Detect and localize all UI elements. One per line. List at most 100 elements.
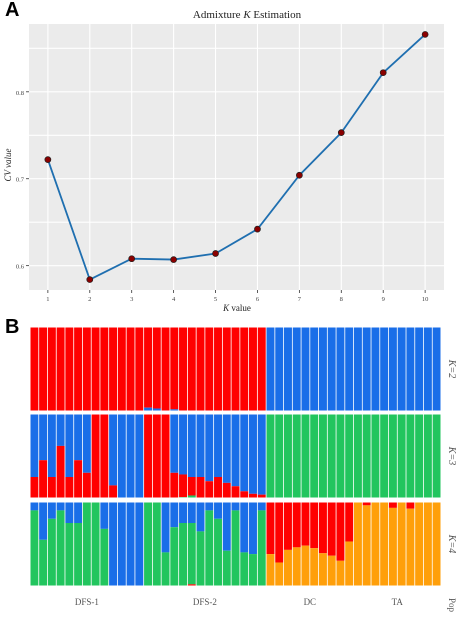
ancestry-segment	[257, 494, 267, 498]
ancestry-segment	[178, 502, 188, 523]
ancestry-segment	[301, 545, 311, 586]
ancestry-segment	[406, 502, 416, 509]
row-separator	[30, 411, 441, 414]
ancestry-segment	[82, 327, 92, 411]
ancestry-segment	[30, 510, 40, 586]
ancestry-segment	[73, 414, 83, 461]
ancestry-segment	[414, 327, 424, 411]
k-label: K=4	[446, 534, 457, 553]
ancestry-segment	[169, 502, 179, 528]
ancestry-segment	[371, 414, 381, 498]
ancestry-segment	[204, 481, 214, 498]
ancestry-segment	[82, 414, 92, 473]
panel-a-letter: A	[5, 0, 20, 21]
ancestry-segment	[169, 414, 179, 473]
ancestry-segment	[38, 460, 48, 498]
ancestry-segment	[99, 528, 110, 586]
ancestry-segment	[239, 502, 249, 553]
data-point	[128, 255, 136, 263]
ancestry-segment	[336, 502, 346, 561]
ancestry-segment	[301, 414, 311, 498]
ancestry-segment	[274, 502, 284, 563]
ancestry-segment	[161, 502, 171, 553]
ancestry-segment	[239, 414, 249, 492]
ancestry-segment	[56, 327, 66, 411]
ancestry-segment	[196, 477, 206, 498]
ancestry-segment	[204, 414, 214, 482]
ancestry-segment	[73, 460, 83, 498]
ancestry-segment	[406, 414, 416, 498]
ancestry-segment	[213, 327, 223, 411]
ancestry-segment	[266, 502, 276, 555]
ancestry-segment	[152, 408, 162, 411]
ancestry-segment	[178, 523, 188, 586]
ancestry-segment	[231, 502, 241, 511]
ancestry-segment	[274, 562, 284, 586]
x-tick-label: 3	[130, 296, 133, 303]
ancestry-segment	[126, 502, 136, 586]
ancestry-segment	[196, 414, 206, 477]
ancestry-segment	[38, 539, 48, 586]
ancestry-segment	[126, 327, 136, 411]
ancestry-segment	[187, 327, 197, 411]
ancestry-segment	[292, 502, 302, 548]
ancestry-segment	[292, 547, 302, 586]
ancestry-segment	[108, 485, 118, 498]
ancestry-segment	[283, 502, 293, 550]
ancestry-segment	[371, 327, 381, 411]
ancestry-segment	[423, 414, 433, 498]
ancestry-segment	[47, 414, 57, 477]
ancestry-segment	[336, 560, 346, 586]
ancestry-segment	[204, 327, 214, 411]
ancestry-segment	[239, 491, 249, 498]
chart-a-x-label: K value	[222, 303, 251, 313]
ancestry-segment	[222, 550, 232, 586]
ancestry-segment	[266, 414, 276, 498]
ancestry-segment	[108, 414, 118, 486]
ancestry-segment	[432, 502, 442, 586]
ancestry-segment	[178, 414, 188, 475]
ancestry-segment	[283, 414, 293, 498]
ancestry-segment	[336, 327, 346, 411]
ancestry-segment	[134, 502, 144, 586]
group-label: DFS-2	[193, 597, 217, 607]
data-point	[337, 129, 345, 137]
ancestry-segment	[344, 327, 354, 411]
ancestry-segment	[30, 327, 40, 411]
x-tick-label: 8	[340, 296, 343, 303]
ancestry-segment	[187, 414, 197, 477]
data-point	[421, 31, 429, 38]
y-tick-label: 0.8	[16, 90, 24, 97]
x-tick-label: 5	[214, 296, 217, 303]
y-tick-label: 0.6	[16, 264, 25, 271]
ancestry-segment	[47, 502, 57, 519]
data-point	[86, 276, 94, 283]
ancestry-segment	[117, 502, 127, 586]
ancestry-segment	[38, 502, 48, 540]
ancestry-segment	[213, 518, 223, 586]
ancestry-segment	[309, 502, 319, 549]
ancestry-segment	[248, 554, 258, 586]
ancestry-segment	[301, 327, 311, 411]
ancestry-segment	[283, 549, 293, 586]
ancestry-segment	[91, 414, 101, 498]
ancestry-segment	[362, 505, 372, 586]
ancestry-segment	[47, 477, 57, 498]
ancestry-segment	[213, 502, 223, 519]
ancestry-segment	[47, 518, 57, 586]
ancestry-segment	[187, 502, 197, 523]
ancestry-segment	[169, 472, 179, 498]
ancestry-segment	[30, 502, 40, 511]
ancestry-segment	[204, 502, 214, 511]
ancestry-segment	[266, 327, 276, 411]
ancestry-segment	[414, 414, 424, 498]
ancestry-segment	[99, 414, 110, 498]
ancestry-segment	[397, 327, 407, 411]
data-point	[296, 171, 303, 179]
ancestry-segment	[108, 327, 118, 411]
ancestry-segment	[266, 554, 276, 586]
data-point	[170, 256, 177, 263]
ancestry-segment	[204, 510, 214, 586]
ancestry-segment	[99, 327, 110, 411]
ancestry-segment	[239, 552, 249, 586]
